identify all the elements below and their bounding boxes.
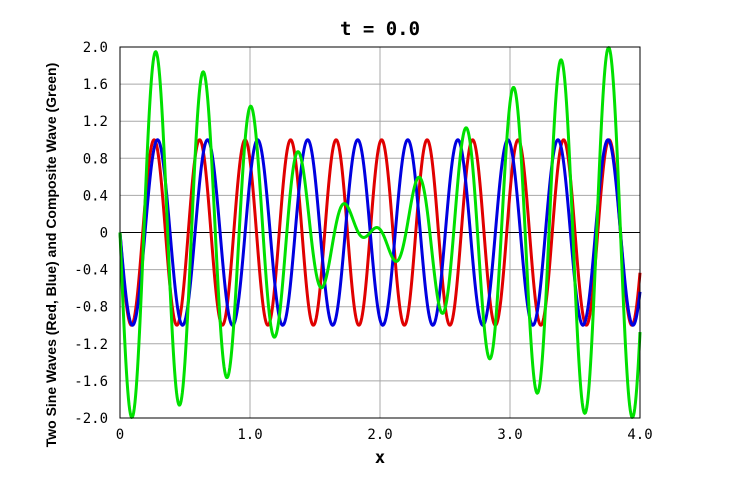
y-tick-label: 0.4 bbox=[83, 188, 108, 204]
y-tick-label: -2.0 bbox=[74, 411, 108, 427]
plot-frame bbox=[119, 46, 641, 419]
chart-title: t = 0.0 bbox=[340, 18, 420, 40]
x-tick-label: 4.0 bbox=[627, 427, 652, 443]
y-axis-label: Two Sine Waves (Red, Blue) and Composite… bbox=[43, 63, 59, 448]
series-layer bbox=[118, 46, 642, 419]
x-tick-label: 0 bbox=[116, 427, 124, 443]
y-tick-label: -0.4 bbox=[74, 263, 108, 279]
y-tick-label: -1.6 bbox=[74, 374, 108, 390]
series-green-line bbox=[118, 46, 642, 419]
x-tick-label: 2.0 bbox=[367, 427, 392, 443]
y-tick-label: -0.8 bbox=[74, 300, 108, 316]
y-tick-label: 1.6 bbox=[83, 77, 108, 93]
y-tick-label: 0 bbox=[100, 226, 108, 242]
y-tick-label: -1.2 bbox=[74, 337, 108, 353]
x-axis-label: x bbox=[375, 448, 385, 468]
axis-ticks: 0 1.0 2.0 3.0 4.0 2.0 1.6 1.2 0.8 0.4 0 -0.4 -0.8 -1.… bbox=[74, 40, 652, 443]
x-tick-label: 1.0 bbox=[237, 427, 262, 443]
y-tick-label: 0.8 bbox=[83, 151, 108, 167]
series-red-line bbox=[118, 138, 642, 327]
y-tick-label: 1.2 bbox=[83, 114, 108, 130]
y-tick-label: 2.0 bbox=[83, 40, 108, 56]
x-tick-label: 3.0 bbox=[497, 427, 522, 443]
